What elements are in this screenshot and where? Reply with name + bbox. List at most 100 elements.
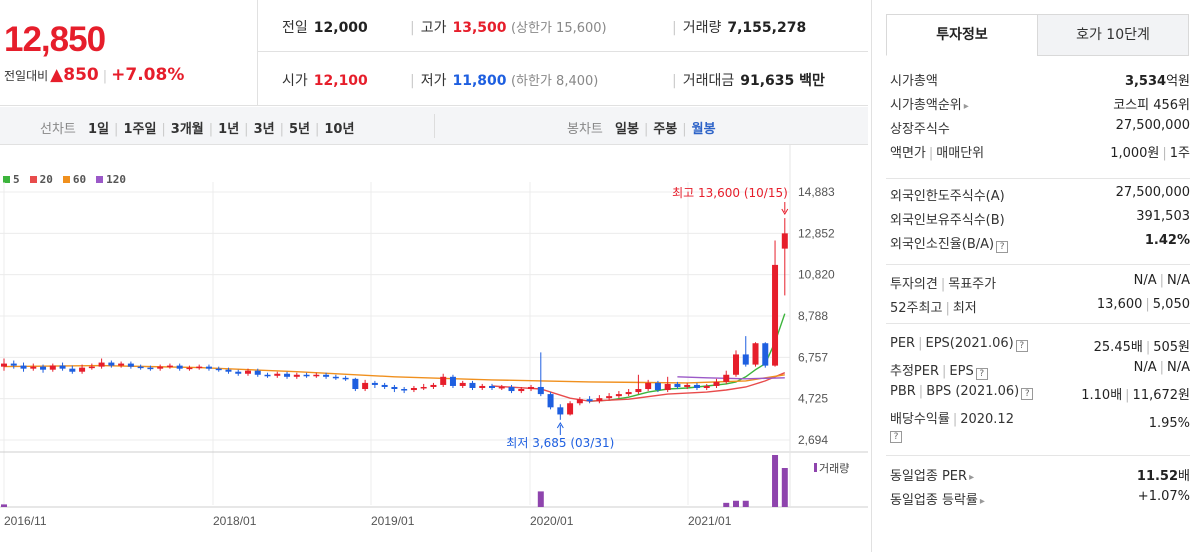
candle-body	[537, 386, 544, 395]
candle-body	[332, 376, 339, 379]
candle-body	[186, 367, 193, 370]
candle-body	[127, 363, 134, 367]
x-tick-label: 2019/01	[371, 514, 415, 528]
x-tick-label: 2020/01	[530, 514, 574, 528]
candle-body	[40, 366, 47, 370]
candle-body	[323, 374, 330, 377]
price-change: 전일대비 ▲850 | +7.08%	[4, 65, 184, 85]
help-icon[interactable]: ?	[996, 241, 1009, 253]
candle-body	[752, 343, 759, 365]
price-chart[interactable]: 거래량 14,883 12,852 10,820 8,788 6,757 4,725 2,6…	[0, 145, 870, 552]
row-market-cap-rank[interactable]: 시가총액순위 ▸ 코스피 456위	[890, 98, 1190, 113]
legend-ma120: 120	[96, 173, 126, 186]
candle-body	[723, 374, 730, 382]
row-sector-change[interactable]: 동일업종 등락률 ▸ +1.07%	[890, 489, 1190, 508]
chevron-right-icon: ▸	[963, 101, 969, 112]
row-opinion: 투자의견 | 목표주가 N/A | N/A	[890, 273, 1190, 292]
help-icon[interactable]: ?	[1015, 340, 1028, 352]
down-arrow-icon	[781, 208, 789, 215]
opinion-section: 투자의견 | 목표주가 N/A | N/A 52주최고 | 최저 13,600 | 5,050	[886, 264, 1190, 317]
tab-daily[interactable]: 일봉	[615, 122, 639, 137]
candle-body	[635, 389, 642, 393]
row-foreign-limit: 외국인한도주식수(A) 27,500,000	[890, 185, 1190, 204]
tab-3m[interactable]: 3개월	[170, 122, 204, 137]
volume-legend-swatch	[814, 463, 817, 472]
candle-body	[449, 376, 456, 386]
change-label: 전일대비	[4, 69, 49, 83]
legend-ma5: 5	[3, 173, 20, 186]
legend-ma20: 20	[29, 173, 53, 186]
volume-bar	[772, 455, 779, 507]
tab-weekly[interactable]: 주봉	[653, 122, 678, 137]
chevron-right-icon: ▸	[969, 472, 975, 483]
volume-bars: 거래량	[1, 455, 849, 507]
candle-body	[69, 368, 76, 372]
candle-body	[528, 386, 535, 390]
candle-body	[274, 373, 281, 376]
candle-body	[420, 386, 427, 389]
price-stats: 전일 12,000 | 고가 13,500 (상한가 15,600) | 거래량 7,15…	[258, 0, 868, 106]
candle-body	[157, 366, 164, 369]
candle-body	[205, 366, 212, 369]
tab-10y[interactable]: 10년	[324, 122, 355, 137]
x-tick-label: 2018/01	[213, 514, 257, 528]
candlesticks	[1, 218, 788, 420]
valuation-section: PER | EPS(2021.06)? 25.45배 | 505원 추정PER | EPS? N…	[886, 323, 1190, 443]
help-icon[interactable]: ?	[975, 368, 988, 380]
tab-3y[interactable]: 3년	[253, 122, 275, 137]
stat-open: 시가 12,100	[282, 73, 368, 89]
tab-invest-info[interactable]: 투자정보	[886, 14, 1038, 56]
row-est-per: 추정PER | EPS? N/A | N/A	[890, 360, 1190, 380]
candle-body	[625, 392, 632, 395]
candle-body	[684, 384, 691, 387]
row-foreign-ratio: 외국인소진율(B/A)? 1.42%	[890, 233, 1190, 253]
candle-chart-label: 봉차트	[567, 122, 603, 137]
y-tick-label: 10,820	[798, 268, 835, 282]
change-amount: 850	[63, 65, 99, 85]
tab-monthly[interactable]: 월봉	[691, 122, 716, 137]
candle-body	[293, 374, 300, 377]
tab-5y[interactable]: 5년	[288, 122, 310, 137]
volume-bar	[742, 500, 749, 507]
candle-body	[713, 381, 720, 386]
candle-body	[547, 394, 554, 408]
current-price: 12,850	[4, 20, 106, 59]
volume-bar	[733, 500, 739, 507]
tab-1d[interactable]: 1일	[88, 122, 110, 137]
y-axis-ticks: 14,883 12,852 10,820 8,788 6,757 4,725 2,694	[798, 185, 835, 447]
row-52week: 52주최고 | 최저 13,600 | 5,050	[890, 297, 1190, 316]
row-market-cap: 시가총액 3,534억원	[890, 74, 1190, 89]
volume-legend-label: 거래량	[819, 462, 849, 475]
candle-body	[703, 385, 710, 388]
y-tick-label: 4,725	[798, 392, 828, 406]
divider: |	[102, 69, 108, 84]
y-tick-label: 8,788	[798, 309, 828, 323]
candle-body	[352, 378, 359, 390]
row-listed-shares: 상장주식수 27,500,000	[890, 118, 1190, 137]
x-tick-label: 2016/11	[4, 514, 47, 528]
candle-body	[654, 382, 661, 391]
tab-orderbook[interactable]: 호가 10단계	[1037, 14, 1189, 56]
candle-body	[166, 365, 173, 368]
tab-1w[interactable]: 1주일	[123, 122, 157, 137]
volume-bar	[781, 468, 788, 507]
y-tick-label: 2,694	[798, 433, 828, 447]
line-chart-label: 선차트	[40, 122, 76, 137]
stat-volume: | 거래량 7,155,278	[672, 20, 807, 36]
candle-body	[49, 365, 56, 370]
tab-divider	[434, 114, 435, 138]
chart-grid	[0, 145, 868, 508]
tab-1y[interactable]: 1년	[218, 122, 240, 137]
help-icon[interactable]: ?	[1021, 388, 1034, 400]
stats-row-1: 전일 12,000 | 고가 13,500 (상한가 15,600) | 거래량 7,15…	[258, 0, 868, 52]
row-sector-per[interactable]: 동일업종 PER ▸ 11.52배	[890, 469, 1190, 484]
candle-body	[147, 367, 154, 370]
candle-body	[557, 407, 564, 415]
stat-low: | 저가 11,800 (하한가 8,400)	[410, 73, 599, 89]
help-icon[interactable]: ?	[890, 431, 902, 443]
candle-body	[576, 399, 583, 404]
candle-body	[596, 398, 603, 402]
high-annotation: 최고 13,600 (10/15)	[672, 186, 788, 200]
candle-body	[586, 399, 593, 402]
chart-period-tabs: 선차트 1일 | 1주일 | 3개월 | 1년 | 3년 | 5년 | 10년 봉차트 일봉 | 주봉 | 월봉	[0, 107, 868, 145]
